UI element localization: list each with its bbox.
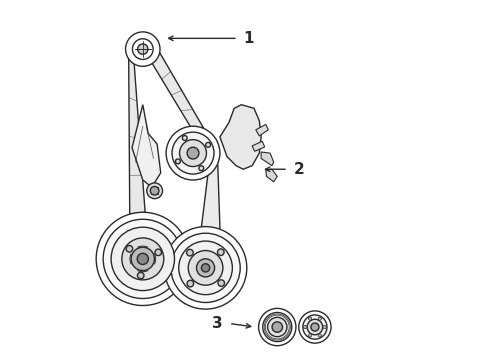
Polygon shape <box>201 164 220 229</box>
Polygon shape <box>129 59 145 214</box>
Circle shape <box>259 309 296 346</box>
Polygon shape <box>256 125 269 136</box>
Text: 3: 3 <box>212 316 222 331</box>
Circle shape <box>150 186 159 195</box>
Circle shape <box>137 253 148 265</box>
Circle shape <box>309 334 312 337</box>
Circle shape <box>166 126 220 180</box>
Circle shape <box>179 140 206 167</box>
Circle shape <box>311 323 319 331</box>
Polygon shape <box>151 187 158 194</box>
Circle shape <box>268 317 287 337</box>
Circle shape <box>175 159 180 164</box>
Circle shape <box>126 246 133 252</box>
Text: 2: 2 <box>294 162 304 177</box>
Circle shape <box>318 334 321 337</box>
Circle shape <box>299 311 331 343</box>
Circle shape <box>138 44 148 54</box>
Circle shape <box>272 322 283 332</box>
Circle shape <box>179 241 232 295</box>
Circle shape <box>171 233 240 302</box>
Circle shape <box>218 280 224 287</box>
Circle shape <box>182 136 187 140</box>
Circle shape <box>218 249 224 256</box>
Polygon shape <box>261 152 274 166</box>
Circle shape <box>138 272 144 279</box>
Circle shape <box>201 264 210 272</box>
Polygon shape <box>132 105 161 187</box>
Circle shape <box>111 227 174 291</box>
Circle shape <box>155 249 162 256</box>
Polygon shape <box>252 141 265 151</box>
Circle shape <box>188 251 223 285</box>
Circle shape <box>187 147 199 159</box>
Circle shape <box>263 312 292 342</box>
Circle shape <box>196 259 215 277</box>
Circle shape <box>96 212 190 306</box>
Circle shape <box>187 249 193 256</box>
Circle shape <box>303 315 327 339</box>
Circle shape <box>199 166 204 171</box>
Circle shape <box>206 143 211 147</box>
Circle shape <box>125 32 160 66</box>
Circle shape <box>187 280 194 287</box>
Circle shape <box>323 325 326 329</box>
Polygon shape <box>220 105 261 169</box>
Circle shape <box>147 183 163 199</box>
Circle shape <box>132 39 153 59</box>
Circle shape <box>131 247 154 271</box>
Polygon shape <box>266 169 277 182</box>
Circle shape <box>172 132 214 174</box>
Circle shape <box>103 219 182 298</box>
Text: 1: 1 <box>243 31 254 46</box>
Circle shape <box>122 238 164 280</box>
Circle shape <box>304 325 307 329</box>
Circle shape <box>309 317 312 320</box>
Circle shape <box>164 226 247 309</box>
Circle shape <box>307 319 323 335</box>
Polygon shape <box>152 53 204 129</box>
Circle shape <box>318 317 321 320</box>
